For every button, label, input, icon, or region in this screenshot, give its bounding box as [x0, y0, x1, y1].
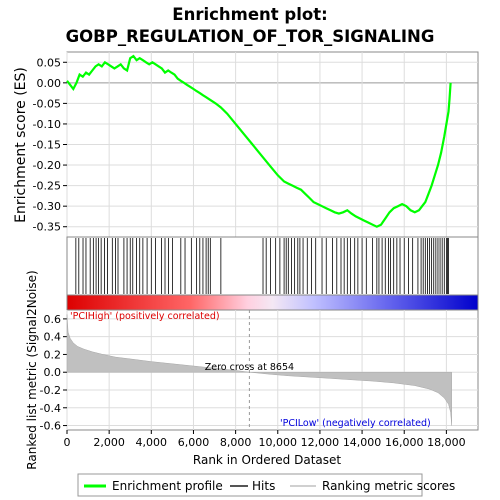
metric-tick-label: 0.4 [44, 331, 62, 344]
es-tick-label: 0.00 [37, 77, 62, 90]
x-tick-label: 8,000 [220, 436, 252, 449]
hits-panel [66, 236, 479, 296]
legend-metric-label: Ranking metric scores [322, 479, 455, 493]
es-tick-label: -0.20 [33, 159, 61, 172]
metric-axis-ticks: 0.6 0.4 0.2 0.0 -0.2 -0.4 -0.6 [40, 313, 67, 433]
legend-box [77, 473, 423, 497]
x-tick-label: 14,000 [343, 436, 382, 449]
x-tick-label: 16,000 [385, 436, 424, 449]
es-axis-label: Enrichment score (ES) [13, 67, 29, 223]
es-tick-label: -0.25 [33, 180, 61, 193]
x-tick-label: 12,000 [301, 436, 340, 449]
es-tick-label: -0.15 [33, 139, 61, 152]
hit-marks [75, 238, 449, 294]
x-tick-label: 0 [64, 436, 71, 449]
legend-hits-label: Hits [252, 479, 275, 493]
metric-tick-label: 0.0 [44, 366, 62, 379]
enrichment-profile-line [66, 54, 452, 228]
es-tick-label: -0.30 [33, 200, 61, 213]
es-tick-label: -0.10 [33, 118, 61, 131]
x-tick-label: 2,000 [93, 436, 125, 449]
x-tick-label: 18,000 [427, 436, 466, 449]
legend-enrichment-label: Enrichment profile [112, 479, 223, 493]
high-corr-label: 'PCIHigh' (positively correlated) [70, 311, 220, 322]
chart-title-line1: Enrichment plot: [172, 5, 327, 24]
x-tick-label: 10,000 [259, 436, 298, 449]
metric-tick-label: 0.2 [44, 348, 62, 361]
metric-tick-label: -0.2 [40, 384, 61, 397]
x-tick-label: 4,000 [136, 436, 168, 449]
es-axis-ticks: 0.05 0.00 -0.05 -0.10 -0.15 -0.20 -0.25 -0.30 -0… [33, 56, 67, 234]
es-tick-label: -0.05 [33, 97, 61, 110]
low-corr-label: 'PCILow' (negatively correlated) [280, 418, 431, 429]
ranking-color-bar [66, 294, 479, 311]
metric-tick-label: -0.4 [40, 402, 61, 415]
metric-tick-label: -0.6 [40, 420, 61, 433]
x-axis-ticks: 0 2,000 4,000 6,000 8,000 10,000 12,000 14,000 1… [64, 430, 466, 449]
zero-cross-label: Zero cross at 8654 [205, 362, 294, 373]
x-tick-label: 6,000 [178, 436, 210, 449]
chart-title-line2: GOBP_REGULATION_OF_TOR_SIGNALING [66, 27, 435, 46]
es-tick-label: 0.05 [37, 56, 62, 69]
x-axis-label: Rank in Ordered Dataset [193, 453, 341, 467]
metric-tick-label: 0.6 [44, 313, 62, 326]
metric-axis-label: Ranked list metric (Signal2Noise) [25, 270, 39, 469]
es-tick-label: -0.35 [33, 221, 61, 234]
